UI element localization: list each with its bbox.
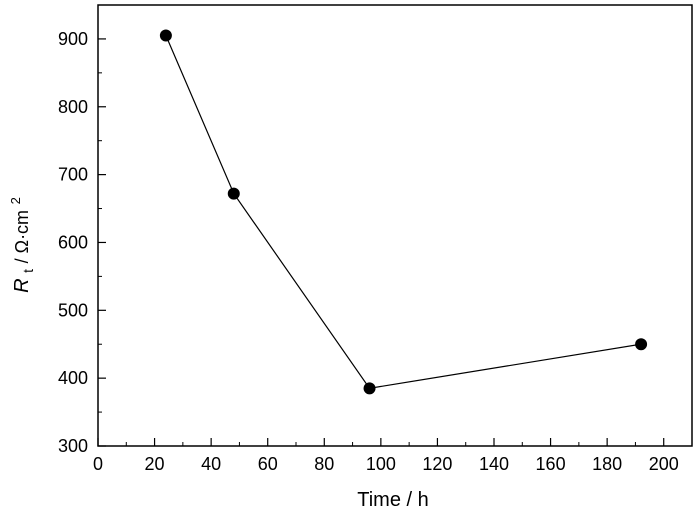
data-point: [227, 187, 240, 200]
y-axis-subscript: t: [20, 269, 36, 273]
x-tick-label: 180: [592, 454, 622, 474]
y-axis-title: R t / Ω·cm 2: [8, 197, 38, 293]
data-point: [363, 382, 376, 395]
x-axis-title: Time / h: [357, 489, 429, 511]
x-axis: 0 20 40 60 80 100 120 140 160 180 200: [93, 438, 693, 474]
x-tick-label: 160: [536, 454, 566, 474]
y-axis-unit: / Ω·cm: [12, 210, 32, 263]
y-tick-label: 700: [58, 165, 88, 185]
x-tick-label: 40: [201, 454, 221, 474]
data-point: [635, 338, 648, 351]
series-layer: [159, 29, 648, 395]
y-tick-label: 300: [58, 436, 88, 456]
x-tick-label: 200: [649, 454, 679, 474]
x-tick-label: 20: [145, 454, 165, 474]
plot-frame: [97, 4, 693, 447]
y-tick-label: 600: [58, 232, 88, 252]
x-tick-label: 140: [479, 454, 509, 474]
x-tick-label: 60: [258, 454, 278, 474]
y-axis-symbol: R: [11, 278, 33, 292]
x-tick-label: 120: [422, 454, 452, 474]
y-axis: 300 400 500 600 700 800 900: [58, 4, 106, 456]
series-line: [165, 35, 642, 389]
y-tick-label: 400: [58, 368, 88, 388]
x-tick-label: 80: [314, 454, 334, 474]
x-tick-label: 100: [366, 454, 396, 474]
data-point: [159, 29, 172, 42]
y-tick-label: 500: [58, 300, 88, 320]
x-tick-label: 0: [93, 454, 103, 474]
y-tick-label: 800: [58, 97, 88, 117]
y-tick-label: 900: [58, 29, 88, 49]
y-axis-superscript: 2: [8, 197, 23, 204]
plot-frame-group: [97, 4, 693, 447]
